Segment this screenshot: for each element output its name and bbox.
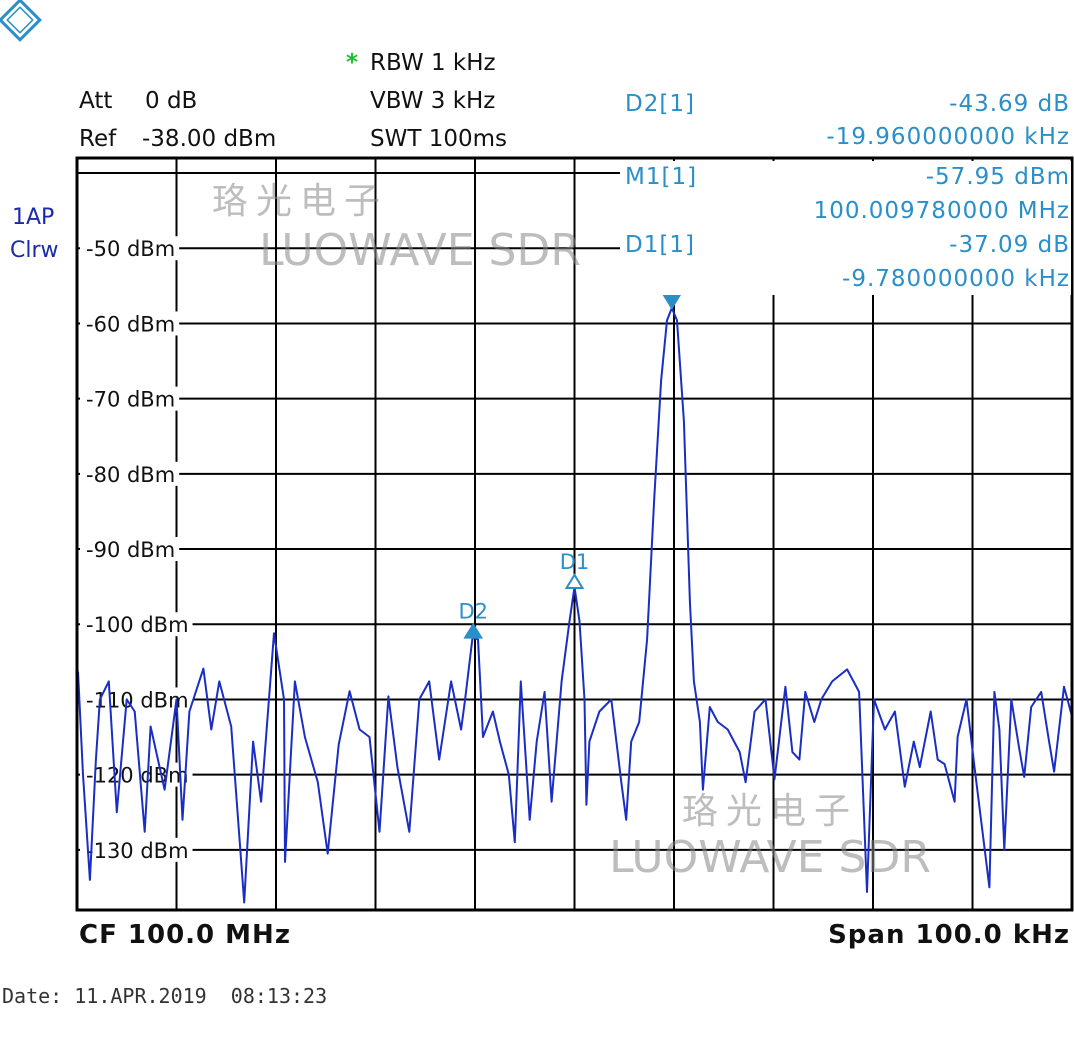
rbw-coupled-star: * <box>346 50 359 76</box>
y-tick-label-bg <box>80 311 180 336</box>
marker-table-bg <box>620 161 1071 295</box>
att-value: 0 dB <box>145 88 198 114</box>
vbw-label: VBW 3 kHz <box>370 88 496 114</box>
trace-line <box>77 307 1073 904</box>
ref-label: Ref <box>79 126 117 152</box>
y-tick-label-bg <box>80 837 193 862</box>
watermark-en: LUOWAVE SDR <box>609 832 931 883</box>
trace-mode: Clrw <box>10 238 59 263</box>
date-stamp: Date: 11.APR.2019 08:13:23 <box>2 984 328 1008</box>
y-tick-label-bg <box>80 386 180 411</box>
marker-m1-freq: 100.009780000 MHz <box>813 198 1070 224</box>
y-tick-label: -90 dBm <box>86 538 175 562</box>
att-label: Att <box>79 88 113 114</box>
plot-frame <box>75 156 1074 912</box>
trace-detector: 1AP <box>12 205 55 230</box>
marker-d2-value: -43.69 dB <box>949 91 1070 117</box>
rs-logo <box>0 0 42 42</box>
watermark-en: LUOWAVE SDR <box>259 225 581 276</box>
marker-m1-label: M1[1] <box>625 164 698 190</box>
y-tick-label-bg <box>80 762 193 787</box>
watermark-cn: 珞光电子 <box>682 791 858 832</box>
marker-m1-value: -57.95 dBm <box>925 164 1070 190</box>
marker-d1-label: D1 <box>560 550 590 574</box>
marker-d1-value: -37.09 dB <box>949 232 1070 258</box>
marker-d2-triangle <box>463 622 483 639</box>
y-tick-label: -130 dBm <box>86 839 189 863</box>
y-tick-label: -100 dBm <box>86 613 189 637</box>
swt-label: SWT 100ms <box>370 126 507 152</box>
marker-m1-triangle <box>662 294 682 310</box>
marker-d2-freq: -19.960000000 kHz <box>826 124 1070 150</box>
watermark-cn: 珞光电子 <box>212 181 388 222</box>
marker-d2-label: D2[1] <box>625 91 695 117</box>
span: Span 100.0 kHz <box>828 920 1070 950</box>
y-tick-label-bg <box>80 236 180 261</box>
center-frequency: CF 100.0 MHz <box>79 920 291 950</box>
trace <box>77 307 1073 904</box>
y-tick-label: -60 dBm <box>86 312 175 336</box>
rbw-label: RBW 1 kHz <box>370 50 496 76</box>
y-tick-label: -70 dBm <box>86 388 175 412</box>
y-tick-label-bg <box>80 612 193 637</box>
y-tick-label-bg <box>80 537 180 562</box>
marker-d1-triangle <box>564 573 585 589</box>
y-tick-label: -110 dBm <box>86 688 189 712</box>
marker-d1-label: D1[1] <box>625 232 695 258</box>
y-tick-label: -80 dBm <box>86 463 175 487</box>
y-tick-label: -120 dBm <box>86 764 189 788</box>
y-tick-label: -50 dBm <box>86 237 175 261</box>
ref-value: -38.00 dBm <box>142 126 277 152</box>
y-axis-labels: -50 dBm -60 dBm -70 dBm -80 dBm -90 dBm -100 … <box>80 236 193 863</box>
y-tick-label-bg <box>80 461 180 486</box>
marker-d2-label: D2 <box>458 600 488 624</box>
marker-d1-freq: -9.780000000 kHz <box>842 266 1070 292</box>
